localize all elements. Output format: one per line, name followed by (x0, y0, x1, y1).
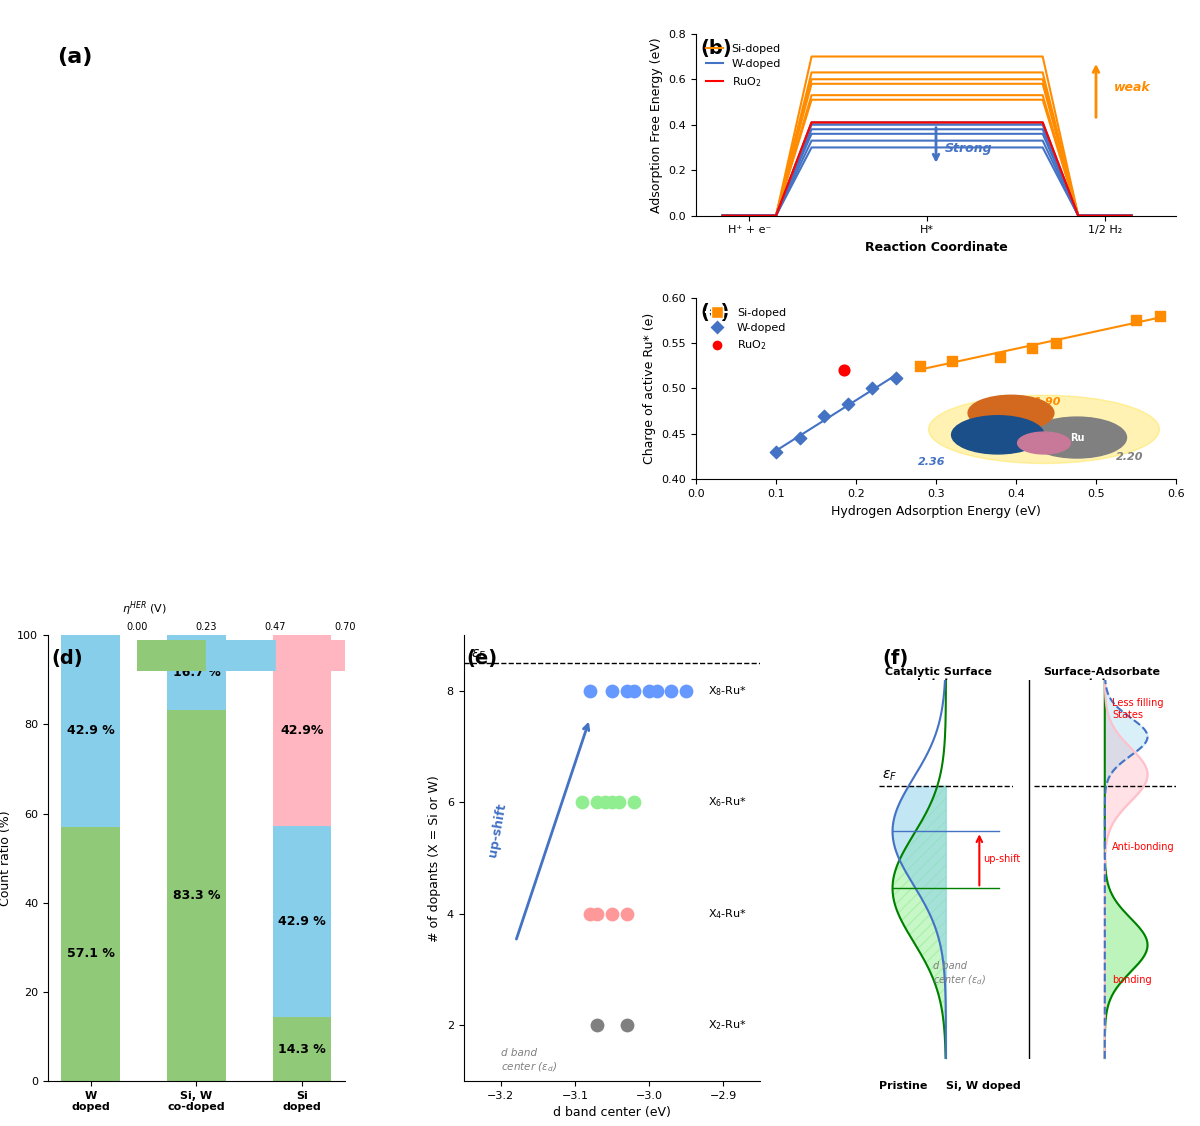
Text: (a): (a) (58, 47, 92, 68)
Point (1022, 339, 1042, 357)
Point (602, 905, 622, 923)
Text: 57.1 %: 57.1 % (67, 947, 114, 960)
Point (588, 794, 607, 812)
Point (617, 905, 636, 923)
Point (887, 369, 906, 387)
Point (767, 444, 786, 462)
X-axis label: d band center (eV): d band center (eV) (553, 1106, 671, 1119)
Text: X$_6$-Ru*: X$_6$-Ru* (708, 796, 748, 810)
Bar (167, 709, 226, 1081)
Point (942, 352, 961, 370)
Text: Catalytic Surface
d states: Catalytic Surface d states (886, 667, 992, 688)
Point (647, 682, 666, 700)
Point (602, 794, 622, 812)
Y-axis label: Charge of active Ru* (e): Charge of active Ru* (e) (643, 313, 656, 464)
Text: 16.7 %: 16.7 % (173, 667, 221, 679)
Point (911, 357, 930, 375)
Point (588, 905, 607, 923)
Legend: Si-doped, W-doped, RuO$_2$: Si-doped, W-doped, RuO$_2$ (702, 303, 791, 357)
Text: X$_4$-Ru*: X$_4$-Ru* (708, 906, 748, 921)
Point (625, 682, 644, 700)
X-axis label: Reaction Coordinate: Reaction Coordinate (865, 241, 1007, 254)
Point (834, 361, 853, 379)
Bar (61, 635, 120, 826)
Bar (274, 635, 331, 826)
Point (661, 682, 680, 700)
Point (863, 379, 882, 397)
Point (1151, 306, 1170, 324)
Point (625, 794, 644, 812)
Bar (167, 635, 226, 709)
Text: X$_8$-Ru*: X$_8$-Ru* (708, 685, 748, 698)
Point (1127, 311, 1146, 329)
Point (1046, 334, 1066, 352)
X-axis label: Hydrogen Adsorption Energy (eV): Hydrogen Adsorption Energy (eV) (832, 504, 1040, 518)
Bar (274, 826, 331, 1017)
Y-axis label: # of dopants (X = Si or W): # of dopants (X = Si or W) (428, 775, 442, 941)
Point (617, 682, 636, 700)
Point (791, 429, 810, 447)
Text: weak: weak (1114, 81, 1151, 93)
Legend: Si-doped, W-doped, RuO$_2$: Si-doped, W-doped, RuO$_2$ (702, 39, 785, 93)
Point (580, 682, 599, 700)
Text: (c): (c) (701, 303, 730, 322)
Bar (61, 826, 120, 1081)
Y-axis label: Adsorption Free Energy (eV): Adsorption Free Energy (eV) (650, 37, 662, 213)
Text: Surface-Adsorbate
states: Surface-Adsorbate states (1043, 667, 1160, 688)
Text: (f): (f) (882, 649, 908, 668)
Text: (d): (d) (50, 649, 83, 668)
Point (677, 682, 696, 700)
Text: 42.9 %: 42.9 % (278, 915, 326, 928)
Text: Strong: Strong (944, 142, 992, 155)
Text: (e): (e) (467, 649, 498, 668)
Bar (274, 1017, 331, 1081)
Text: 42.9%: 42.9% (281, 724, 324, 738)
Text: $\varepsilon_F$: $\varepsilon_F$ (470, 647, 486, 662)
Text: up-shift: up-shift (486, 803, 508, 858)
Point (990, 348, 1009, 366)
Point (588, 1017, 607, 1035)
Point (617, 1017, 636, 1035)
Point (815, 406, 834, 425)
Text: 14.3 %: 14.3 % (278, 1043, 326, 1055)
Text: 83.3 %: 83.3 % (173, 888, 220, 902)
Point (839, 395, 858, 413)
Text: (b): (b) (701, 39, 732, 59)
Text: X$_2$-Ru*: X$_2$-Ru* (708, 1018, 748, 1033)
Point (580, 905, 599, 923)
Point (640, 682, 659, 700)
Point (572, 794, 592, 812)
Point (610, 794, 629, 812)
Text: 42.9 %: 42.9 % (67, 724, 114, 738)
Text: d band
center ($\epsilon_d$): d band center ($\epsilon_d$) (500, 1048, 557, 1073)
Point (595, 794, 614, 812)
Point (602, 682, 622, 700)
Y-axis label: Count ratio (%): Count ratio (%) (0, 811, 12, 906)
Text: $\eta^{HER}$ (V): $\eta^{HER}$ (V) (122, 600, 167, 618)
